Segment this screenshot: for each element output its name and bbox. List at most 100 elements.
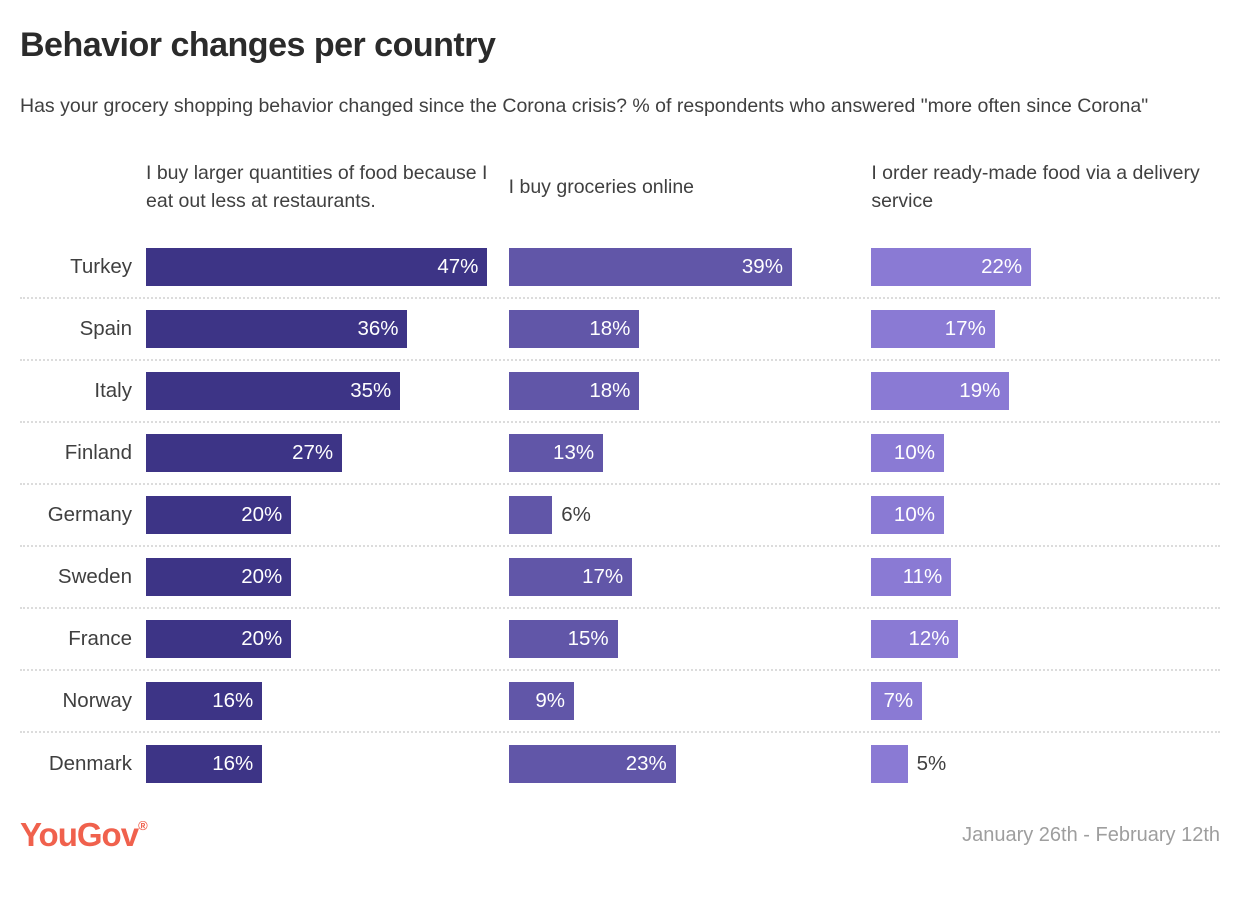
bar: 16%: [146, 745, 263, 784]
bar-cell: 16%: [146, 682, 495, 721]
bar: 12%: [871, 620, 959, 659]
bar-value-label: 19%: [959, 379, 1001, 403]
bar-value-label: 10%: [893, 441, 935, 465]
bar-cell: 22%: [871, 248, 1220, 287]
bar-value-label: 6%: [561, 503, 591, 527]
yougov-logo-text: YouGov: [20, 816, 139, 854]
column-header-larger-quantities: I buy larger quantities of food because …: [146, 162, 488, 213]
bar-value-label: 13%: [553, 441, 595, 465]
country-label: Denmark: [48, 752, 132, 776]
bar-value-label: 12%: [908, 627, 950, 651]
bar-cell: 12%: [871, 620, 1220, 659]
table-row: Italy 35% 18% 19%: [20, 361, 1220, 424]
bar-value-label: 22%: [981, 255, 1023, 279]
table-row: Spain 36% 18% 17%: [20, 299, 1220, 362]
bar-cell: 18%: [508, 310, 858, 349]
fieldwork-dates: January 26th - February 12th: [962, 823, 1220, 846]
bar-cell: 27%: [146, 434, 495, 473]
bar-value-label: 16%: [212, 752, 254, 776]
bar-value-label: 17%: [582, 565, 624, 589]
bar-cell: 16%: [146, 745, 495, 784]
chart-page: Behavior changes per country Has your gr…: [20, 26, 1220, 861]
bar-cell: 7%: [871, 682, 1220, 721]
bar: 7%: [871, 682, 923, 721]
bar-value-label: 9%: [535, 689, 566, 713]
bar-cell: 11%: [871, 558, 1220, 597]
country-label: Italy: [94, 379, 132, 403]
bar-cell: 36%: [146, 310, 495, 349]
footer: YouGov® January 26th - February 12th: [20, 809, 1220, 861]
bar-cell: 13%: [508, 434, 858, 473]
bar-value-label: 11%: [902, 565, 943, 589]
bar: 18%: [508, 372, 640, 411]
registered-mark: ®: [138, 818, 148, 834]
bar-value-label: 23%: [625, 752, 667, 776]
column-header-delivery-service: I order ready-made food via a delivery s…: [871, 162, 1200, 213]
bar-value-label: 18%: [589, 379, 631, 403]
country-label: France: [68, 627, 132, 651]
bar-cell: 39%: [508, 248, 858, 287]
bar-cell: 20%: [146, 620, 495, 659]
column-header-groceries-online: I buy groceries online: [508, 176, 695, 199]
bar: 19%: [871, 372, 1010, 411]
country-label: Germany: [47, 503, 132, 527]
bar-value-label: 17%: [944, 317, 986, 341]
bar: 27%: [146, 434, 343, 473]
bar: 13%: [508, 434, 604, 473]
table-row: Denmark 16% 23% 5%: [20, 733, 1220, 795]
bar: 39%: [508, 248, 792, 287]
bar: 17%: [508, 558, 633, 597]
bar: 20%: [146, 620, 292, 659]
bar-value-label: 20%: [241, 503, 283, 527]
bar-value-label: 18%: [589, 317, 631, 341]
bar: [508, 496, 553, 535]
bar-cell: 19%: [871, 372, 1220, 411]
bar-cell: 17%: [508, 558, 858, 597]
bar-cell: 20%: [146, 558, 495, 597]
bar-value-label: 16%: [212, 689, 254, 713]
country-label: Finland: [64, 441, 132, 465]
bar-cell: 20%: [146, 496, 495, 535]
bar-cell: 15%: [508, 620, 858, 659]
yougov-logo: YouGov®: [20, 816, 148, 854]
bar-value-label: 47%: [437, 255, 479, 279]
bar-cell: 18%: [508, 372, 858, 411]
bar-value-label: 35%: [350, 379, 392, 403]
bar-cell: 6%: [508, 496, 858, 535]
bar: 35%: [146, 372, 401, 411]
chart-rows: Turkey 47% 39% 22% Spain 36% 18% 17% Italy 35% 18%…: [20, 237, 1220, 795]
bar-cell: 35%: [146, 372, 495, 411]
bar-cell: 17%: [871, 310, 1220, 349]
bar: 20%: [146, 558, 292, 597]
bar-cell: 5%: [871, 745, 1220, 784]
bar: 22%: [871, 248, 1032, 287]
bar: 20%: [146, 496, 292, 535]
bar: 10%: [871, 434, 944, 473]
bar: 17%: [871, 310, 995, 349]
bar-value-label: 39%: [741, 255, 783, 279]
page-title: Behavior changes per country: [20, 26, 496, 64]
bar: 36%: [146, 310, 408, 349]
bar-value-label: 36%: [357, 317, 399, 341]
bar: 16%: [146, 682, 263, 721]
country-label: Turkey: [70, 255, 132, 279]
table-row: Norway 16% 9% 7%: [20, 671, 1220, 734]
bar-value-label: 20%: [241, 565, 283, 589]
bar: 18%: [508, 310, 640, 349]
bar: 10%: [871, 496, 944, 535]
table-row: Sweden 20% 17% 11%: [20, 547, 1220, 610]
bar-cell: 10%: [871, 496, 1220, 535]
bar: 11%: [871, 558, 952, 597]
table-row: Germany 20% 6% 10%: [20, 485, 1220, 548]
chart-subtitle: Has your grocery shopping behavior chang…: [20, 95, 1149, 118]
country-label: Norway: [62, 689, 133, 713]
country-label: Sweden: [57, 565, 132, 589]
bar-cell: 9%: [508, 682, 858, 721]
bar: 47%: [146, 248, 488, 287]
bar: [871, 745, 908, 784]
table-row: Turkey 47% 39% 22%: [20, 237, 1220, 300]
table-row: France 20% 15% 12%: [20, 609, 1220, 672]
bar-cell: 10%: [871, 434, 1220, 473]
bar-value-label: 15%: [567, 627, 609, 651]
bar: 15%: [508, 620, 618, 659]
